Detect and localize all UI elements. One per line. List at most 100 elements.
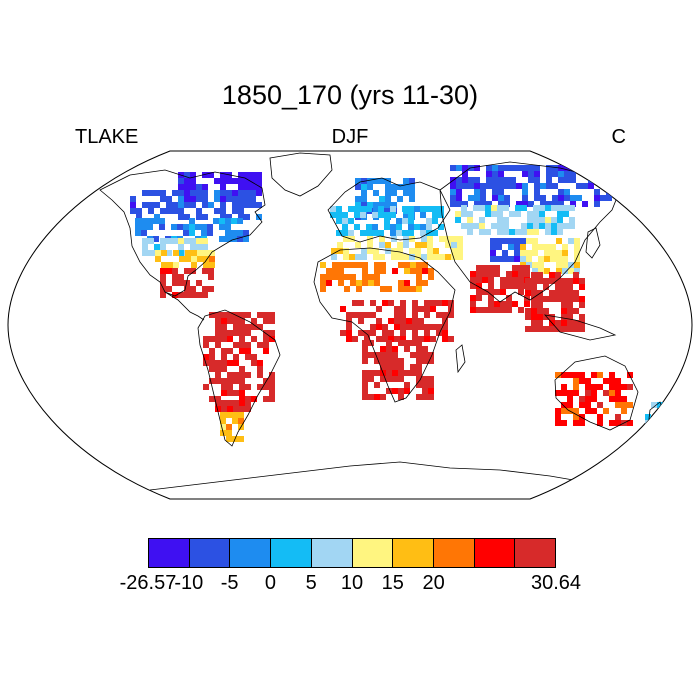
cell-southeast-asia [549, 326, 555, 332]
cell-southeast-asia [573, 326, 579, 332]
cell-central-asia [563, 205, 569, 211]
cell-australia [561, 402, 567, 408]
cell-sahel [374, 262, 380, 268]
cell-sahel [416, 268, 422, 274]
cell-europe [420, 230, 426, 236]
cell-india [518, 265, 524, 271]
cell-india [494, 307, 500, 313]
cell-south-america [221, 318, 227, 324]
cell-southern-africa [368, 352, 374, 358]
cell-mediterranean [355, 242, 361, 248]
cell-central-asia [503, 223, 509, 229]
cell-south-america [209, 396, 215, 402]
cell-australia [621, 402, 627, 408]
cell-southern-canada [141, 230, 147, 236]
cell-scandinavia [367, 178, 373, 184]
cell-india [476, 289, 482, 295]
cell-central-africa [394, 318, 400, 324]
cell-australia [597, 414, 603, 420]
cell-south-america [251, 318, 257, 324]
cell-southern-africa [428, 376, 434, 382]
cell-mexico [178, 274, 184, 280]
cell-india [506, 271, 512, 277]
cell-canada [184, 214, 190, 220]
cell-europe [438, 212, 444, 218]
cell-south-america [263, 384, 269, 390]
cell-southern-africa [362, 376, 368, 382]
colorbar-swatch [188, 538, 231, 568]
cell-central-asia [533, 223, 539, 229]
cell-india [482, 277, 488, 283]
cell-europe [330, 206, 336, 212]
cell-central-asia [521, 223, 527, 229]
cell-sahel [338, 274, 344, 280]
cell-central-asia [509, 211, 515, 217]
colorbar-label: 5 [305, 572, 317, 594]
cell-southern-canada [189, 224, 195, 230]
cell-south-america [251, 360, 257, 366]
cell-southeast-asia [549, 296, 555, 302]
cell-canada [238, 190, 244, 196]
cell-southern-usa [191, 250, 197, 256]
cell-siberia [480, 201, 486, 207]
cell-south-america [215, 406, 221, 412]
cell-northern-canada [220, 172, 226, 178]
cell-southern-africa [362, 346, 368, 352]
cell-siberia [510, 165, 516, 171]
cell-siberia [450, 201, 456, 207]
cell-central-asia [569, 223, 575, 229]
cell-central-africa [430, 324, 436, 330]
cell-southern-canada [159, 218, 165, 224]
cell-europe [432, 212, 438, 218]
cell-central-africa [394, 336, 400, 342]
cell-patagonia [238, 436, 244, 442]
cell-siberia [606, 165, 612, 171]
cell-europe [426, 218, 432, 224]
cell-south-america [239, 390, 245, 396]
cell-siberia [522, 183, 528, 189]
cell-northern-canada [250, 184, 256, 190]
cell-siberia [468, 183, 474, 189]
cell-central-asia [467, 229, 473, 235]
cell-southern-africa [422, 346, 428, 352]
cell-southeast-asia [573, 296, 579, 302]
cell-sahel [422, 262, 428, 268]
cell-central-asia [515, 229, 521, 235]
cell-canada [232, 208, 238, 214]
cell-south-america [245, 400, 251, 406]
cell-sahel [404, 262, 410, 268]
colorbar-swatch [432, 538, 475, 568]
cell-siberia [558, 177, 564, 183]
cell-northern-canada [250, 178, 256, 184]
cell-central-africa [400, 318, 406, 324]
cell-southern-africa [416, 364, 422, 370]
cell-central-africa [424, 324, 430, 330]
cell-central-africa [352, 300, 358, 306]
cell-southeast-asia [543, 284, 549, 290]
cell-mediterranean [415, 248, 421, 254]
cell-southeast-asia [537, 278, 543, 284]
cell-central-asia [563, 223, 569, 229]
cell-sahel [410, 268, 416, 274]
cell-siberia [558, 171, 564, 177]
cell-australia [615, 420, 621, 426]
cell-europe [366, 206, 372, 212]
cell-central-africa [448, 300, 454, 306]
colorbar-label: -5 [220, 572, 239, 594]
cell-southern-africa [392, 370, 398, 376]
cell-canada [208, 202, 214, 208]
cell-sahel [398, 262, 404, 268]
cell-mediterranean [457, 242, 463, 248]
cell-southeast-asia [543, 308, 549, 314]
cell-china [544, 256, 550, 262]
cell-india [506, 301, 512, 307]
cell-canada [160, 190, 166, 196]
cell-sahel [386, 286, 392, 292]
cell-south-america [245, 406, 251, 412]
cell-south-america [233, 406, 239, 412]
cell-sahel [362, 280, 368, 286]
cell-australia [621, 384, 627, 390]
cell-siberia [552, 201, 558, 207]
cell-south-america [257, 312, 263, 318]
cell-siberia [480, 189, 486, 195]
